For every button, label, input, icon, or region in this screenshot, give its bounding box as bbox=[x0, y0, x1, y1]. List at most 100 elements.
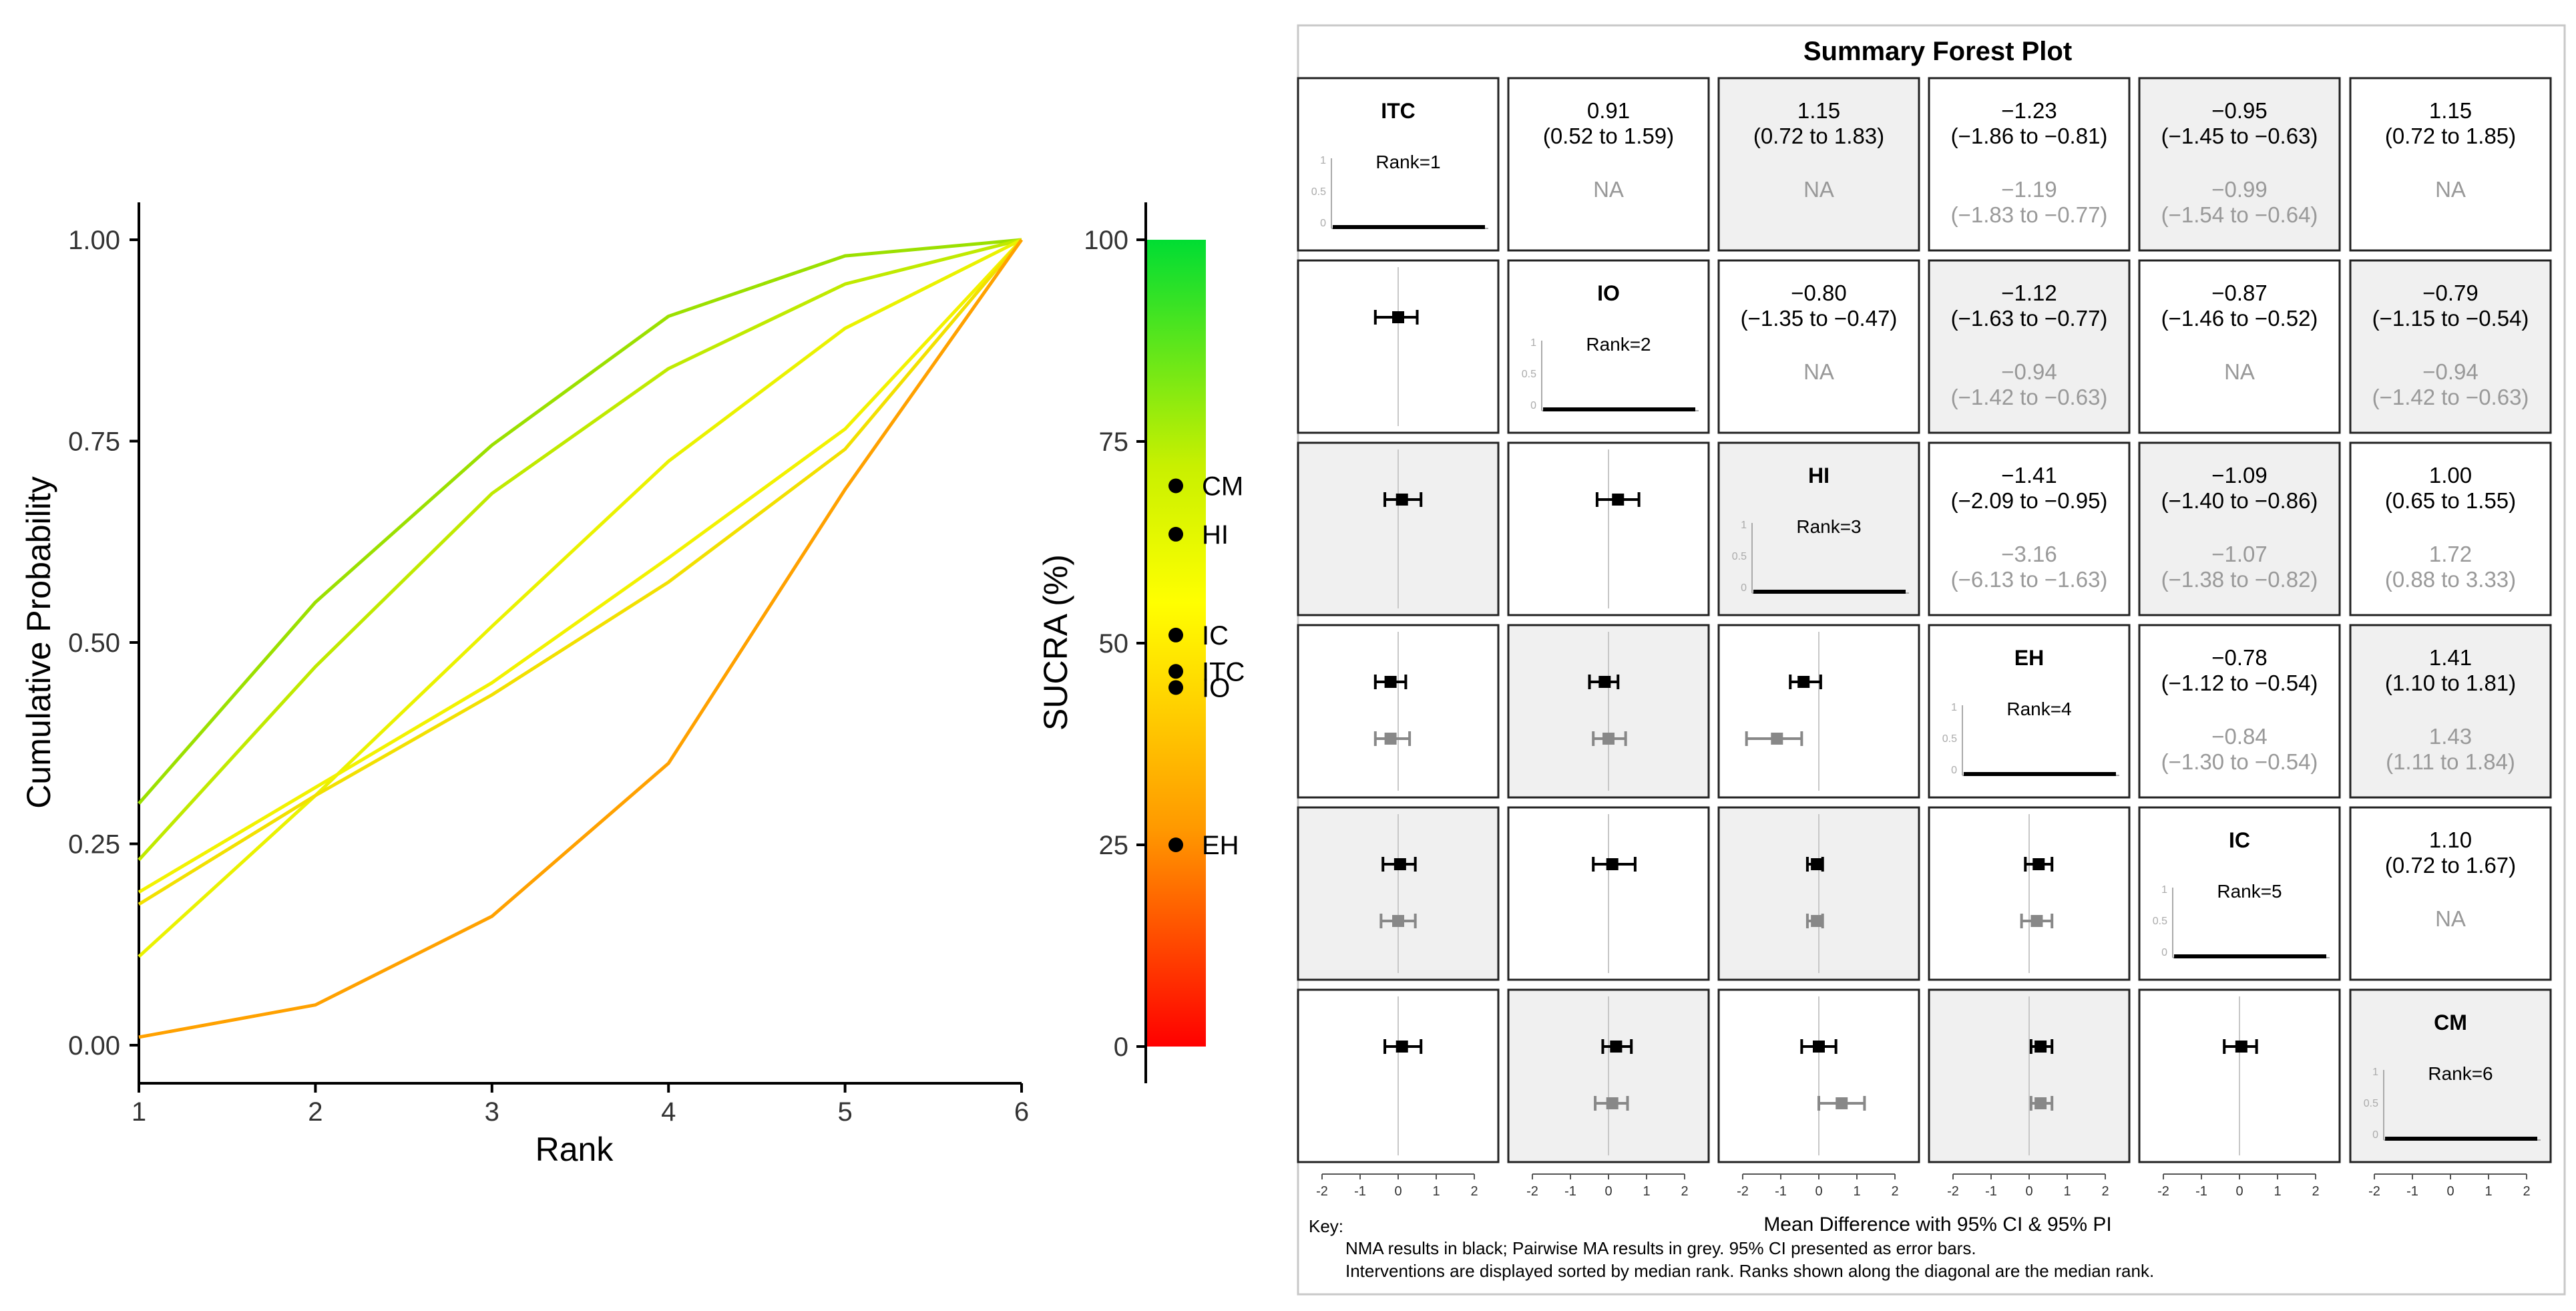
forest-x-tick-label: -1 bbox=[1985, 1184, 1997, 1199]
nma-point bbox=[1392, 311, 1404, 323]
sucra-point-cm bbox=[1168, 478, 1183, 494]
nma-estimate: −1.41 bbox=[2001, 463, 2057, 488]
sucra-y-tick-label: 25 bbox=[1099, 831, 1129, 860]
forest-x-tick-label: -1 bbox=[2406, 1184, 2418, 1199]
diagonal-treatment-label: CM bbox=[2434, 1010, 2467, 1035]
mini-tick-label: 0.5 bbox=[2153, 916, 2167, 927]
forest-x-tick-label: -1 bbox=[1354, 1184, 1366, 1199]
forest-cell bbox=[2349, 77, 2552, 252]
sucra-point-label: IC bbox=[1202, 621, 1229, 650]
pairwise-point bbox=[1602, 733, 1615, 745]
lc-x-tick-label: 1 bbox=[132, 1097, 146, 1127]
pairwise-point bbox=[1392, 915, 1404, 927]
pairwise-point bbox=[1811, 915, 1823, 927]
lc-x-tick-label: 4 bbox=[661, 1097, 676, 1127]
key-line-2: Interventions are displayed sorted by me… bbox=[1345, 1261, 2154, 1281]
pairwise-estimate: −1.19 bbox=[2001, 177, 2057, 202]
forest-cell bbox=[2349, 806, 2552, 981]
forest-x-tick-label: 1 bbox=[2063, 1184, 2071, 1199]
key-title: Key: bbox=[1309, 1216, 1343, 1236]
mini-tick-label: 0.5 bbox=[1311, 186, 1326, 198]
nma-ci: (1.10 to 1.81) bbox=[2385, 671, 2516, 695]
sucra-point-hi bbox=[1168, 526, 1183, 542]
sucra-point-label: ITC bbox=[1202, 657, 1245, 687]
nma-estimate: 1.41 bbox=[2429, 645, 2472, 670]
forest-x-tick-label: 0 bbox=[2235, 1184, 2243, 1199]
pairwise-point bbox=[2034, 1097, 2047, 1109]
pairwise-ci: (−1.42 to −0.63) bbox=[2372, 385, 2529, 409]
nma-ci: (0.72 to 1.83) bbox=[1753, 124, 1884, 148]
forest-cell bbox=[2138, 624, 2341, 799]
lc-x-axis-title: Rank bbox=[535, 1131, 614, 1168]
sucra-point-ic bbox=[1168, 627, 1183, 642]
nma-point bbox=[1813, 1041, 1825, 1053]
forest-x-tick-label: 2 bbox=[1681, 1184, 1688, 1199]
sucra-y-tick-label: 0 bbox=[1114, 1033, 1128, 1062]
lc-series-itc bbox=[138, 238, 1023, 894]
nma-point bbox=[1797, 676, 1810, 688]
forest-x-tick-label: -2 bbox=[1947, 1184, 1959, 1199]
sucra-y-axis-title: SUCRA (%) bbox=[1037, 554, 1074, 731]
pairwise-ci: (−1.38 to −0.82) bbox=[2161, 567, 2318, 592]
lc-x-tick-label: 5 bbox=[837, 1097, 852, 1127]
forest-cell bbox=[2138, 441, 2341, 616]
mini-tick-label: 0 bbox=[1320, 218, 1326, 229]
lc-series-ic bbox=[138, 238, 1023, 958]
pairwise-estimate: −0.99 bbox=[2211, 177, 2268, 202]
nma-ci: (0.65 to 1.55) bbox=[2385, 488, 2516, 513]
forest-x-tick-label: -1 bbox=[1775, 1184, 1787, 1199]
mini-tick-label: 1 bbox=[2372, 1067, 2378, 1078]
forest-x-tick-label: 1 bbox=[1643, 1184, 1650, 1199]
mini-tick-label: 0.5 bbox=[2364, 1098, 2378, 1109]
mini-tick-label: 0 bbox=[1951, 765, 1957, 776]
pairwise-ci: (−6.13 to −1.63) bbox=[1951, 567, 2108, 592]
pairwise-point bbox=[1771, 733, 1783, 745]
lc-y-tick-label: 0.75 bbox=[68, 427, 120, 457]
pairwise-estimate: NA bbox=[2435, 906, 2466, 931]
nma-ci: (−1.46 to −0.52) bbox=[2161, 306, 2318, 331]
forest-cell bbox=[1928, 259, 2131, 434]
lc-series-io bbox=[138, 238, 1023, 906]
forest-x-tick-label: 0 bbox=[2025, 1184, 2032, 1199]
pairwise-ci: (−1.54 to −0.64) bbox=[2161, 202, 2318, 227]
mini-tick-label: 0.5 bbox=[1732, 551, 1747, 562]
pairwise-estimate: 1.43 bbox=[2429, 724, 2472, 749]
mini-tick-label: 1 bbox=[1951, 702, 1957, 713]
sucra-y-tick-label: 50 bbox=[1099, 629, 1129, 659]
nma-point bbox=[2034, 1041, 2047, 1053]
diagonal-treatment-label: ITC bbox=[1381, 99, 1416, 123]
nma-estimate: 1.15 bbox=[2429, 98, 2472, 123]
nma-ci: (0.52 to 1.59) bbox=[1543, 124, 1674, 148]
nma-estimate: −0.87 bbox=[2211, 280, 2268, 305]
diagonal-treatment-label: IC bbox=[2229, 828, 2250, 852]
forest-x-tick-label: 0 bbox=[2446, 1184, 2454, 1199]
nma-estimate: 1.15 bbox=[1797, 98, 1840, 123]
forest-x-tick-label: -2 bbox=[1737, 1184, 1749, 1199]
diagonal-rank-label: Rank=3 bbox=[1796, 516, 1861, 537]
nma-point bbox=[1393, 858, 1406, 870]
mini-tick-label: 0 bbox=[1741, 582, 1747, 594]
summary-forest-plot: Summary Forest Plot ITC Rank=1 1 0.5 0 IO Rank… bbox=[1297, 24, 2566, 1296]
pairwise-estimate: NA bbox=[1803, 177, 1834, 202]
sucra-point-io bbox=[1168, 680, 1183, 695]
mini-tick-label: 0 bbox=[2161, 947, 2167, 958]
sucra-point-label: EH bbox=[1202, 831, 1239, 860]
mini-tick-label: 1 bbox=[1741, 520, 1747, 531]
nma-estimate: −1.12 bbox=[2001, 280, 2057, 305]
forest-x-tick-label: 0 bbox=[1394, 1184, 1402, 1199]
pairwise-estimate: NA bbox=[1803, 359, 1834, 384]
sucra-point-label: CM bbox=[1202, 472, 1243, 501]
pairwise-estimate: −0.84 bbox=[2211, 724, 2268, 749]
lc-y-tick-label: 0.50 bbox=[68, 628, 120, 658]
forest-x-tick-label: 0 bbox=[1604, 1184, 1612, 1199]
cumulative-probability-chart: 0.00 0.25 0.50 0.75 1.00 1 2 3 4 5 6 Rank Cumulat… bbox=[20, 202, 1029, 1168]
nma-ci: (−1.86 to −0.81) bbox=[1951, 124, 2108, 148]
lc-y-tick-label: 0.00 bbox=[68, 1031, 120, 1061]
lc-y-axis-title: Cumulative Probability bbox=[20, 476, 57, 808]
pairwise-point bbox=[2030, 915, 2043, 927]
nma-estimate: −0.79 bbox=[2422, 280, 2479, 305]
forest-x-tick-label: 1 bbox=[2274, 1184, 2281, 1199]
forest-cell bbox=[2138, 259, 2341, 434]
forest-cell bbox=[2349, 441, 2552, 616]
